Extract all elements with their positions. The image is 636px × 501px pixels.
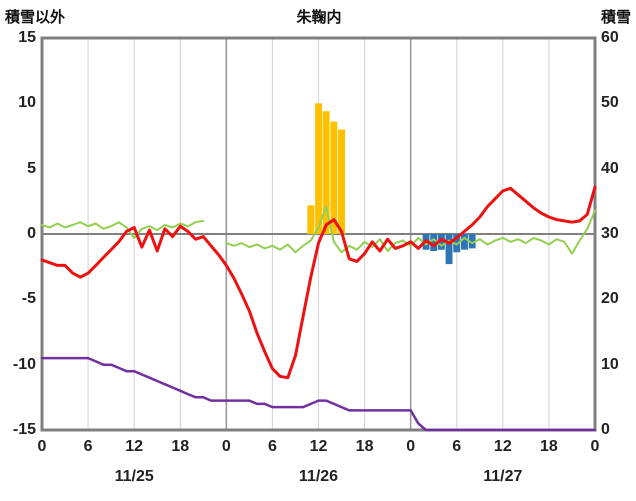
y-left-tick-label: 10 bbox=[18, 94, 36, 112]
left-axis-title: 積雪以外 bbox=[5, 9, 66, 26]
y-left-tick-label: 0 bbox=[27, 225, 36, 242]
x-hour-tick-label: 0 bbox=[37, 438, 47, 455]
x-hour-tick-label: 6 bbox=[267, 438, 277, 455]
y-right-tick-label: 40 bbox=[601, 159, 619, 177]
y-left-tick-label: -15 bbox=[12, 421, 36, 438]
x-hour-tick-label: 12 bbox=[493, 438, 512, 455]
x-hour-tick-label: 6 bbox=[83, 438, 93, 455]
y-right-tick-label: 0 bbox=[601, 421, 610, 438]
x-date-label: 11/27 bbox=[483, 468, 523, 485]
x-hour-tick-label: 12 bbox=[125, 438, 144, 455]
x-hour-tick-label: 18 bbox=[355, 438, 374, 455]
right-axis-title: 積雪 bbox=[600, 9, 631, 26]
chart-title: 朱鞠内 bbox=[296, 9, 342, 26]
x-hour-tick-label: 12 bbox=[309, 438, 328, 455]
y-right-tick-label: 30 bbox=[601, 225, 619, 242]
x-date-label: 11/25 bbox=[114, 468, 154, 485]
y-left-tick-label: -5 bbox=[21, 290, 36, 308]
x-hour-tick-label: 0 bbox=[590, 438, 600, 455]
x-date-label: 11/26 bbox=[298, 468, 339, 485]
x-hour-tick-label: 0 bbox=[406, 438, 416, 455]
x-hour-tick-label: 6 bbox=[452, 438, 462, 455]
x-hour-tick-label: 0 bbox=[221, 438, 231, 455]
y-right-tick-label: 20 bbox=[601, 290, 619, 308]
y-right-tick-label: 50 bbox=[601, 94, 619, 112]
x-hour-tick-label: 18 bbox=[540, 438, 558, 455]
y-left-tick-label: 15 bbox=[18, 29, 36, 46]
y-left-tick-label: 5 bbox=[27, 159, 36, 177]
y-right-tick-label: 60 bbox=[601, 29, 619, 46]
x-hour-tick-label: 18 bbox=[171, 438, 190, 455]
y-left-tick-label: -10 bbox=[12, 355, 36, 373]
y-right-tick-label: 10 bbox=[601, 355, 619, 373]
